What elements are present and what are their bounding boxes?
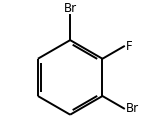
Text: Br: Br <box>64 2 77 15</box>
Text: Br: Br <box>126 102 139 115</box>
Text: F: F <box>126 40 132 53</box>
